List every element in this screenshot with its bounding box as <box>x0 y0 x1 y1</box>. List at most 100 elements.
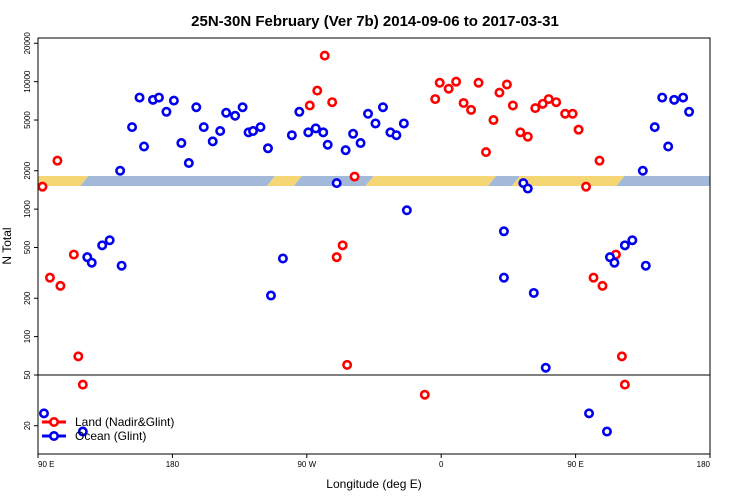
ocean-point <box>601 426 612 437</box>
x-tick-label: 0 <box>439 460 444 469</box>
legend-land-marker <box>48 416 59 427</box>
land-point <box>77 379 88 390</box>
y-tick-label: 1000 <box>23 200 32 218</box>
ocean-point <box>398 118 409 129</box>
land-point <box>588 272 599 283</box>
ocean-point <box>522 183 533 194</box>
land-point <box>434 77 445 88</box>
chart-title: 25N-30N February (Ver 7b) 2014-09-06 to … <box>191 13 559 30</box>
legend: Land (Nadir&Glint) Ocean (Glint) <box>42 415 174 443</box>
band-segment-ocean <box>487 176 520 186</box>
ocean-point <box>215 126 226 137</box>
ocean-point <box>678 92 689 103</box>
band-segment-ocean <box>80 176 275 186</box>
ocean-point <box>401 205 412 216</box>
land-point <box>530 103 541 114</box>
ocean-point <box>221 107 232 118</box>
land-point <box>619 379 630 390</box>
land-point <box>68 249 79 260</box>
band-segment-land <box>266 176 302 186</box>
land-point <box>488 115 499 126</box>
ocean-point <box>207 136 218 147</box>
ocean-point <box>340 145 351 156</box>
ocean-point <box>191 102 202 113</box>
land-point <box>494 87 505 98</box>
ocean-point <box>391 130 402 141</box>
ocean-point <box>663 141 674 152</box>
ocean-point <box>363 108 374 119</box>
y-tick-label: 20000 <box>23 32 32 55</box>
land-point <box>515 127 526 138</box>
y-tick-label: 50 <box>23 370 32 379</box>
ocean-point <box>97 240 108 251</box>
ocean-point <box>684 106 695 117</box>
ocean-point <box>303 127 314 138</box>
y-axis-label: N Total <box>0 227 14 264</box>
ocean-point <box>86 257 97 268</box>
ocean-point <box>528 287 539 298</box>
land-point <box>327 97 338 108</box>
x-tick-label: 180 <box>166 460 180 469</box>
x-tick-label: 180 <box>697 460 711 469</box>
x-tick-label: 90 E <box>38 460 54 469</box>
land-point <box>551 97 562 108</box>
land-point <box>52 155 63 166</box>
land-point <box>501 79 512 90</box>
band-segment-ocean <box>616 176 710 186</box>
ocean-point <box>265 290 276 301</box>
y-tick-label: 2000 <box>23 161 32 179</box>
x-tick-label: 90 E <box>567 460 583 469</box>
land-point <box>573 124 584 135</box>
ocean-point <box>116 260 127 271</box>
land-point <box>419 389 430 400</box>
ocean-point <box>183 158 194 169</box>
ocean-point <box>277 253 288 264</box>
ocean-point <box>318 127 329 138</box>
ocean-point <box>248 126 259 137</box>
ocean-point <box>286 130 297 141</box>
y-tick-label: 20 <box>23 421 32 430</box>
land-point <box>473 77 484 88</box>
ocean-point <box>331 178 342 189</box>
land-point <box>342 359 353 370</box>
ocean-point <box>198 122 209 133</box>
land-point <box>466 104 477 115</box>
ocean-point <box>627 235 638 246</box>
land-point <box>581 181 592 192</box>
ocean-point <box>134 92 145 103</box>
land-point <box>44 272 55 283</box>
land-point <box>430 94 441 105</box>
y-tick-label: 100 <box>23 329 32 343</box>
land-ocean-band <box>38 176 710 186</box>
ocean-point <box>649 122 660 133</box>
land-point <box>304 100 315 111</box>
ocean-point <box>657 92 668 103</box>
land-point <box>331 252 342 263</box>
land-point <box>594 155 605 166</box>
ocean-point <box>262 143 273 154</box>
land-point <box>443 83 454 94</box>
land-point <box>597 280 608 291</box>
ocean-point <box>669 94 680 105</box>
plot-frame <box>37 37 711 455</box>
band-segment-land <box>365 176 496 186</box>
land-point <box>73 351 84 362</box>
ocean-point <box>230 110 241 121</box>
land-point <box>312 85 323 96</box>
land-point <box>537 98 548 109</box>
land-point <box>37 181 48 192</box>
ocean-point <box>104 235 115 246</box>
data-points <box>37 50 695 437</box>
ocean-point <box>498 226 509 237</box>
land-point <box>522 131 533 142</box>
ocean-point <box>619 240 630 251</box>
ocean-point <box>637 165 648 176</box>
ocean-point <box>237 102 248 113</box>
land-point <box>319 50 330 61</box>
ocean-point <box>176 138 187 149</box>
ocean-point <box>370 118 381 129</box>
ocean-point <box>322 139 333 150</box>
band-segment-land <box>38 176 89 186</box>
x-axis-ticks: 90 E 180 90 W 0 90 E 180 <box>37 454 711 469</box>
